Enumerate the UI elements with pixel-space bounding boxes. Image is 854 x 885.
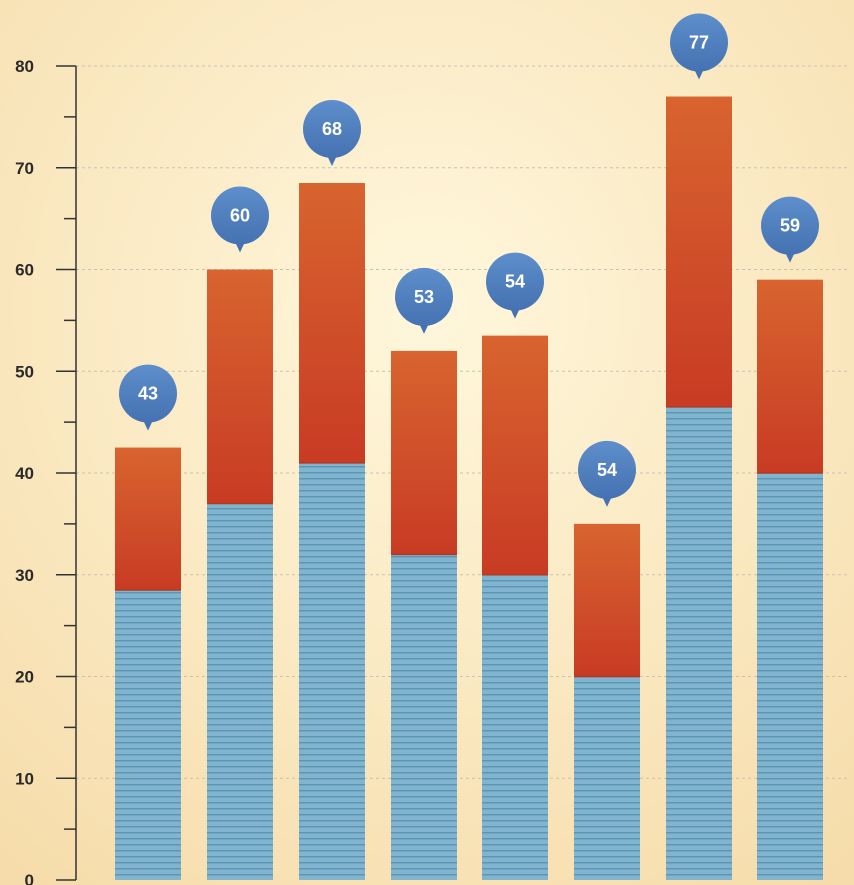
data-label-bubble bbox=[303, 100, 361, 159]
bar-segment-bottom bbox=[482, 574, 548, 880]
y-tick-label: 20 bbox=[15, 668, 34, 687]
data-label: 54 bbox=[505, 272, 525, 292]
data-label-bubble bbox=[119, 364, 177, 423]
bar-segment-bottom bbox=[299, 462, 365, 880]
data-label: 43 bbox=[138, 384, 158, 404]
data-label: 60 bbox=[230, 206, 250, 226]
data-label: 54 bbox=[597, 460, 617, 480]
bar-segment-bottom bbox=[115, 590, 181, 880]
y-axis: 0 10 20 30 40 50 60 70 80 bbox=[15, 57, 77, 885]
y-tick-label: 10 bbox=[15, 769, 34, 788]
y-tick-label: 40 bbox=[15, 464, 34, 483]
data-label-bubble bbox=[211, 186, 269, 245]
data-label: 77 bbox=[689, 33, 709, 53]
y-tick-label: 60 bbox=[15, 261, 34, 280]
y-tick-label: 70 bbox=[15, 159, 34, 178]
bar-segment-top bbox=[391, 350, 457, 555]
y-tick-label: 30 bbox=[15, 566, 34, 585]
bar-segment-top bbox=[115, 447, 181, 591]
bar-segment-bottom bbox=[574, 676, 640, 880]
bar-segment-bottom bbox=[391, 554, 457, 880]
bar-segment-top bbox=[757, 279, 823, 473]
bar-segment-bottom bbox=[207, 503, 273, 880]
data-labels: 43 60 68 53 54 54 77 59 bbox=[119, 13, 819, 507]
bar-segment-top bbox=[207, 269, 273, 504]
data-label-bubble bbox=[578, 440, 636, 499]
bar-segment-bottom bbox=[666, 406, 732, 880]
data-label: 68 bbox=[322, 119, 342, 139]
data-label-bubble bbox=[395, 267, 453, 326]
bar-segment-top bbox=[666, 96, 732, 407]
bar-segment-bottom bbox=[757, 473, 823, 880]
y-tick-label: 80 bbox=[15, 57, 34, 76]
y-tick-label: 50 bbox=[15, 362, 34, 381]
y-tick-label: 0 bbox=[25, 871, 34, 885]
bar-segment-top bbox=[482, 335, 548, 575]
bar-segment-top bbox=[299, 183, 365, 463]
data-label-bubble bbox=[670, 13, 728, 72]
bar-segment-top bbox=[574, 523, 640, 677]
data-label: 59 bbox=[780, 216, 800, 236]
data-label-bubble bbox=[761, 196, 819, 255]
data-label: 53 bbox=[414, 287, 434, 307]
data-label-bubble bbox=[486, 252, 544, 311]
bars bbox=[115, 96, 823, 880]
